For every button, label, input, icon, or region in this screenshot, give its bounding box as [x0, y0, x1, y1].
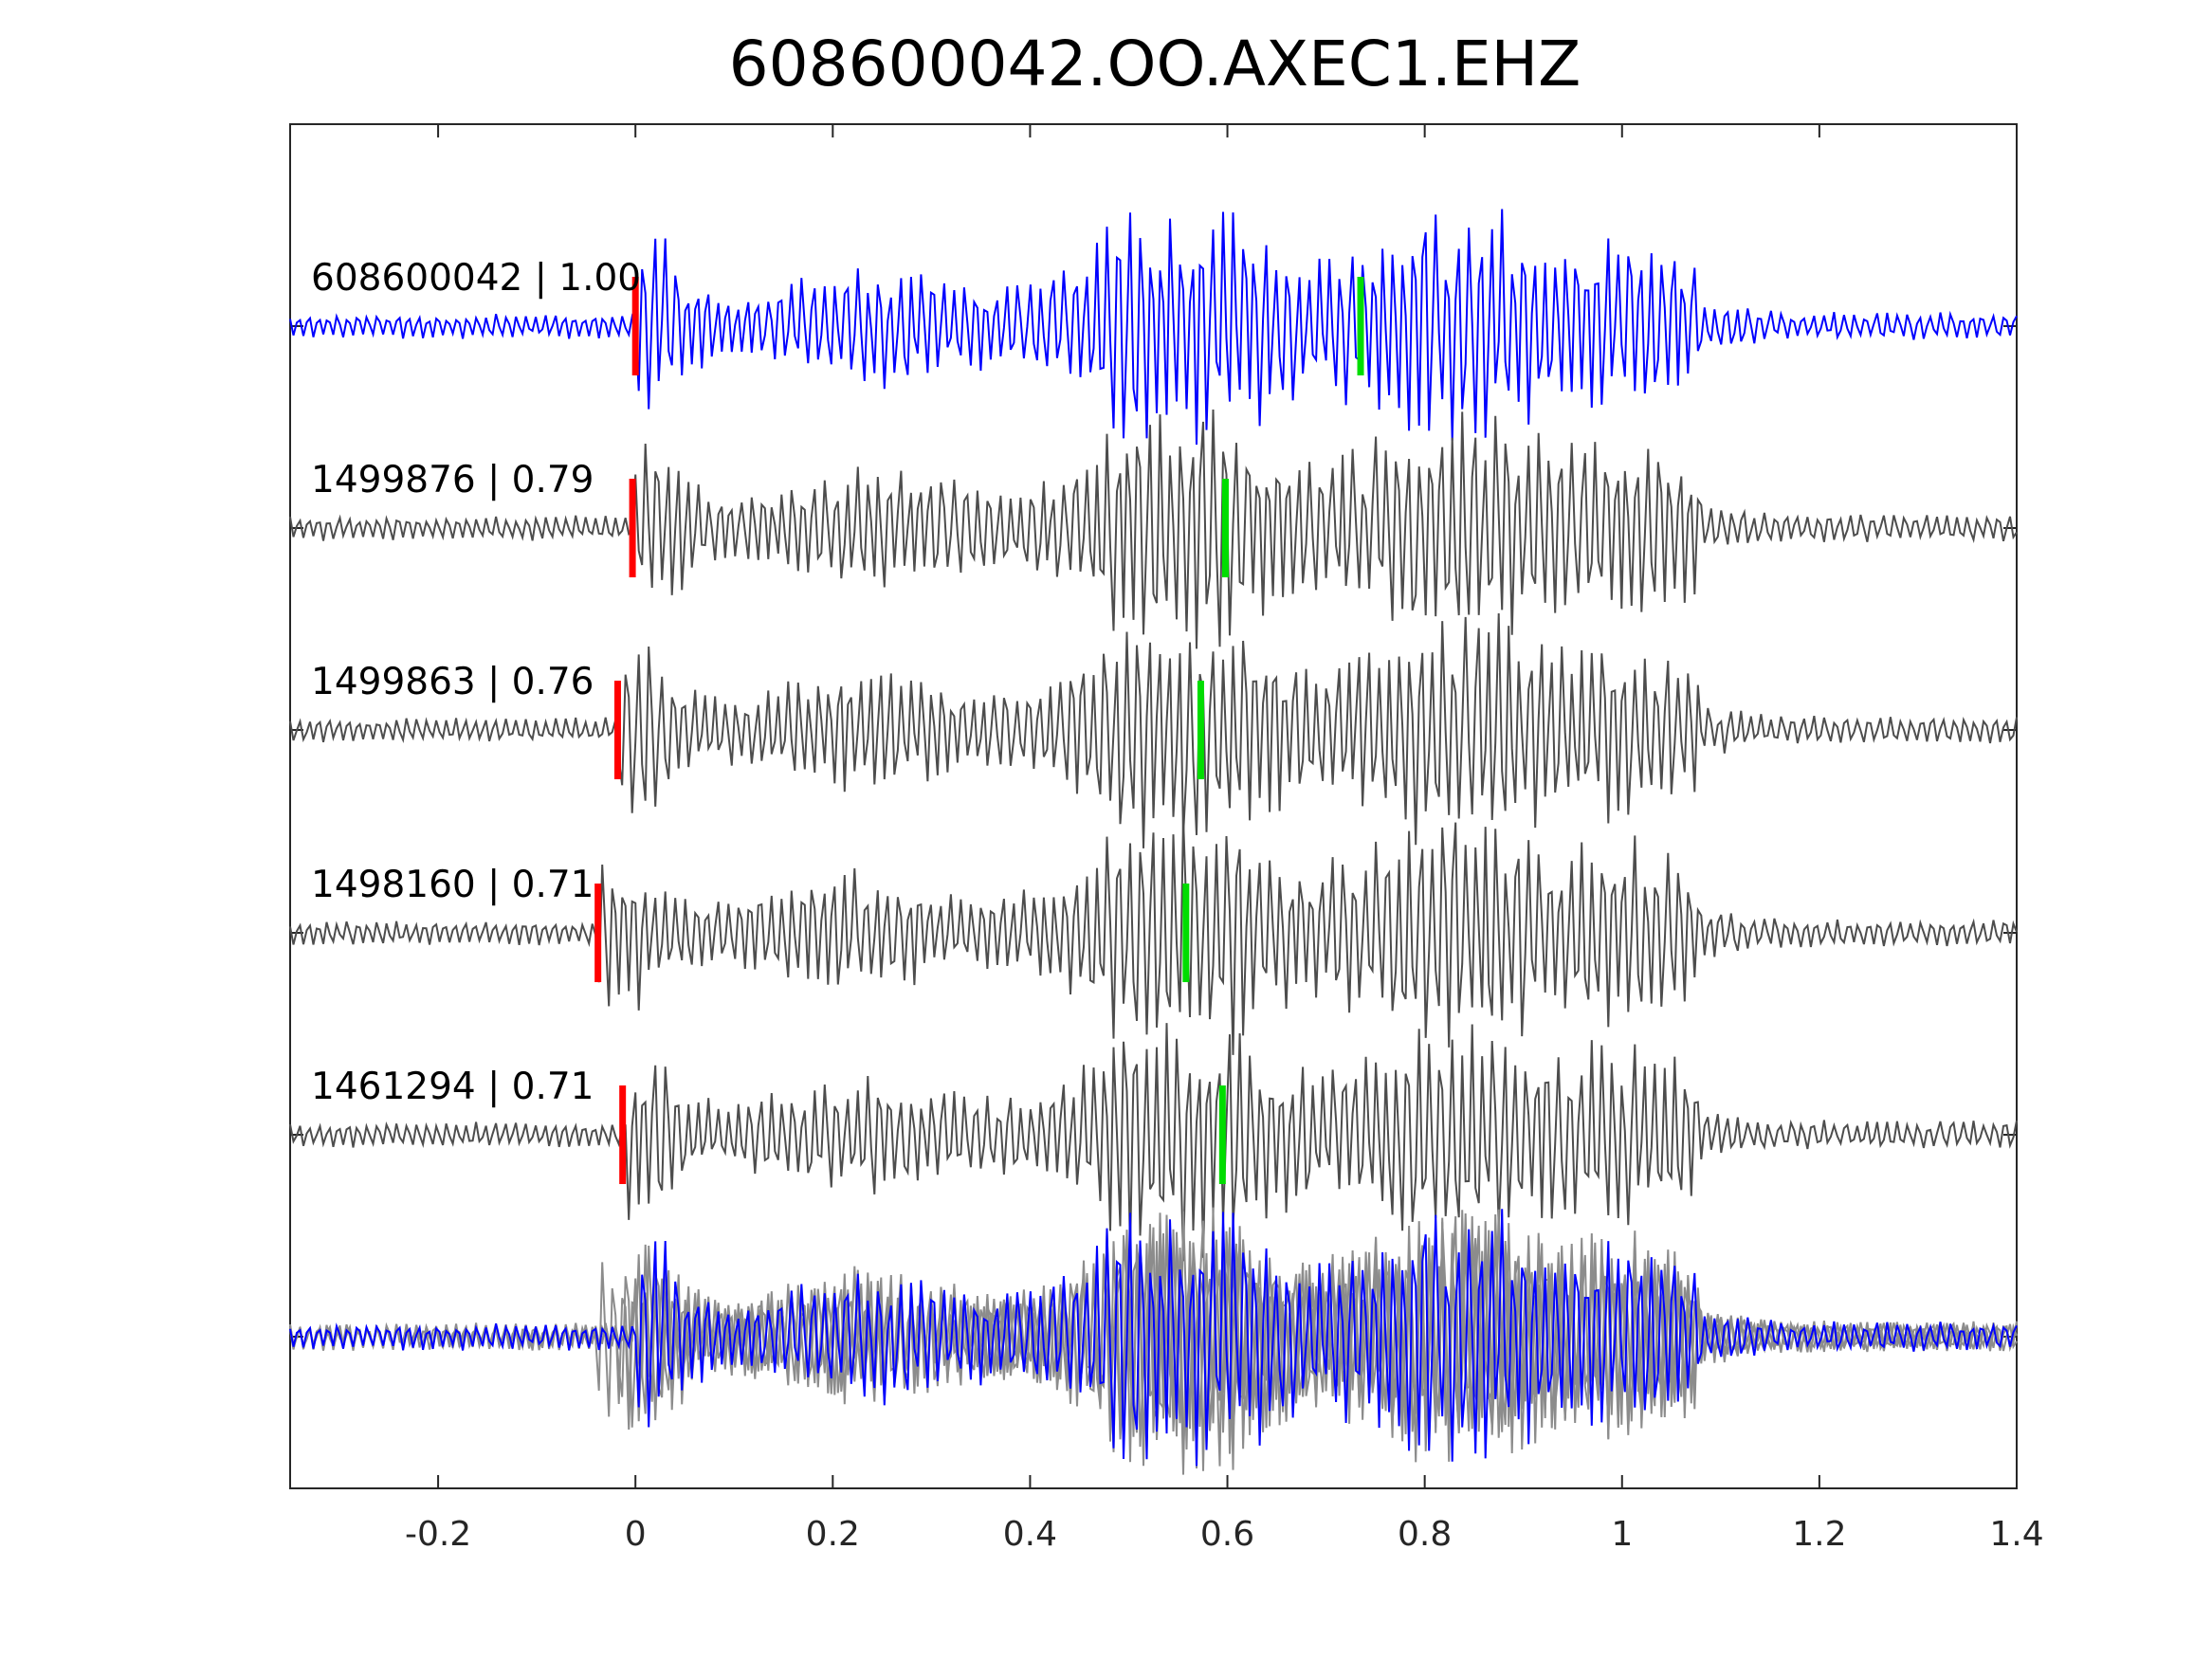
trace-labels: 608600042 | 1.00 1499876 | 0.79 1499863 | … — [311, 257, 641, 1108]
x-tick-label: 0.8 — [1398, 1515, 1452, 1554]
stacked-traces — [289, 1207, 2018, 1475]
x-tick-label: 1.2 — [1792, 1515, 1846, 1554]
chart-title: 608600042.OO.AXEC1.EHZ — [729, 27, 1581, 100]
x-tick-label: 0 — [625, 1515, 647, 1554]
trace-label: 608600042 | 1.00 — [311, 257, 641, 300]
match-trace — [289, 409, 2018, 649]
match-trace — [289, 817, 2018, 1055]
match-trace — [289, 612, 2018, 848]
trace-label: 1499876 | 0.79 — [311, 459, 594, 501]
x-tick-label: 0.4 — [1003, 1515, 1057, 1554]
match-trace — [289, 1023, 2018, 1262]
x-tick-label: 1 — [1611, 1515, 1633, 1554]
x-tick-label: 1.4 — [1989, 1515, 2043, 1554]
trace-label: 1498160 | 0.71 — [311, 864, 594, 906]
x-tick-label: 0.6 — [1200, 1515, 1254, 1554]
trace-label: 1499863 | 0.76 — [311, 661, 594, 703]
waveform-traces — [289, 209, 2018, 1262]
reference-trace — [289, 209, 2018, 446]
phase-picks — [594, 277, 1364, 1184]
x-tick-label: 0.2 — [806, 1515, 860, 1554]
plot-area-frame — [289, 123, 2018, 1489]
stack-trace-reference — [289, 1209, 2018, 1467]
trace-label: 1461294 | 0.71 — [311, 1066, 594, 1108]
x-tick-label: -0.2 — [405, 1515, 471, 1554]
x-axis-tick-labels: -0.2 0 0.2 0.4 0.6 0.8 1 1.2 1.4 — [405, 1515, 2044, 1554]
